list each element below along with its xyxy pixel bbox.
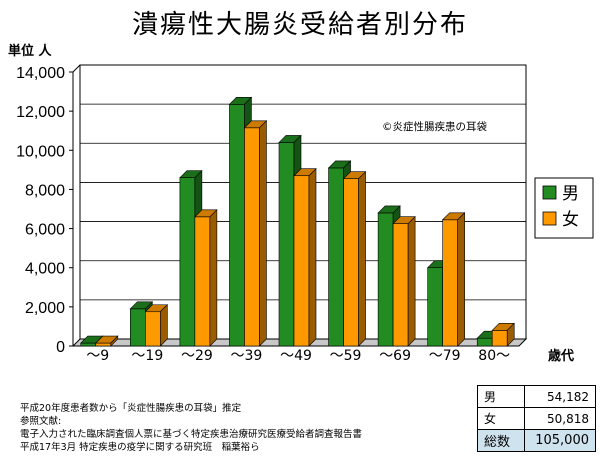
bar-female xyxy=(342,170,367,347)
bar-female xyxy=(95,335,119,347)
bar-female xyxy=(293,168,317,347)
bar-female xyxy=(144,304,169,347)
y-tick-label: 0 xyxy=(56,339,65,356)
bars xyxy=(80,96,515,347)
y-tick-label: 10,000 xyxy=(16,143,65,160)
x-tick-label: ～49 xyxy=(280,348,312,364)
bar-female xyxy=(243,120,268,347)
legend-label-female: 女 xyxy=(562,210,579,230)
axis-depth-line xyxy=(72,64,81,73)
legend-swatch-female xyxy=(542,211,557,226)
y-tick-label: 6,000 xyxy=(25,222,65,239)
totals-row-male: 男 54,182 xyxy=(477,385,596,408)
x-tick-label: ～39 xyxy=(231,348,263,364)
y-tick-label: 4,000 xyxy=(25,261,65,278)
totals-row-all: 総数 105,000 xyxy=(477,429,596,452)
legend-swatch-male xyxy=(542,185,557,200)
total-label: 総数 xyxy=(477,429,525,452)
x-tick-label: 80～ xyxy=(478,348,510,364)
male-value: 54,182 xyxy=(524,385,596,408)
legend-label-male: 男 xyxy=(562,184,579,204)
y-tick-label: 12,000 xyxy=(16,104,65,121)
note-line: 参照文献: xyxy=(20,416,62,427)
totals-row-female: 女 50,818 xyxy=(477,407,596,430)
bar-female xyxy=(491,322,515,347)
y-axis-unit-label: 単位 人 xyxy=(8,44,52,59)
bar-female xyxy=(441,212,466,347)
total-value: 105,000 xyxy=(524,429,596,452)
female-label: 女 xyxy=(477,407,525,430)
x-tick-label: ～79 xyxy=(429,348,461,364)
totals-table: 男 54,182 女 50,818 総数 105,000 xyxy=(477,385,596,452)
copyright-annotation: ©炎症性腸疾患の耳袋 xyxy=(382,120,487,133)
note-line: 平成17年3月 特定疾患の疫学に関する研究班 稲葉裕ら xyxy=(20,442,260,453)
chart-title: 潰瘍性大腸炎受給者別分布 xyxy=(131,10,468,40)
y-tick-label: 8,000 xyxy=(25,182,65,199)
x-axis-ticks: ～9 ～19 ～29 ～39 ～49 ～59 ～69 ～79 80～ xyxy=(86,348,510,364)
y-axis-ticks: 0 2,000 4,000 6,000 8,000 10,000 12,000 14,000 xyxy=(16,65,73,356)
male-label: 男 xyxy=(477,385,525,408)
x-axis-label: 歳代 xyxy=(548,348,574,364)
female-value: 50,818 xyxy=(524,407,596,430)
legend: 男女 xyxy=(534,177,594,239)
x-tick-label: ～59 xyxy=(330,348,362,364)
source-notes: 平成20年度患者数から「炎症性腸疾患の耳袋」推定 参照文献: 電子入力された臨床… xyxy=(20,402,362,454)
y-tick-label: 2,000 xyxy=(25,300,65,317)
x-tick-label: ～69 xyxy=(379,348,411,364)
y-tick-label: 14,000 xyxy=(16,65,65,82)
bar-female xyxy=(392,215,416,347)
bar-female xyxy=(194,209,218,347)
x-tick-label: ～9 xyxy=(86,348,109,364)
note-line: 電子入力された臨床調査個人票に基づく特定疾患治療研究医療受給者調査報告書 xyxy=(20,429,363,440)
note-line: 平成20年度患者数から「炎症性腸疾患の耳袋」推定 xyxy=(20,403,242,414)
x-tick-label: ～29 xyxy=(181,348,213,364)
x-tick-label: ～19 xyxy=(131,348,163,364)
